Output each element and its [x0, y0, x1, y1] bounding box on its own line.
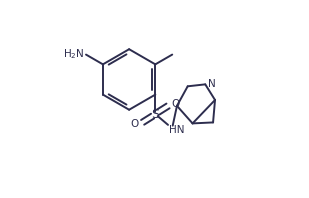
Text: S: S — [151, 108, 159, 121]
Text: N: N — [208, 79, 216, 89]
Text: H$_2$N: H$_2$N — [63, 48, 85, 62]
Text: O: O — [171, 99, 180, 109]
Text: HN: HN — [169, 125, 184, 135]
Text: O: O — [131, 119, 139, 129]
